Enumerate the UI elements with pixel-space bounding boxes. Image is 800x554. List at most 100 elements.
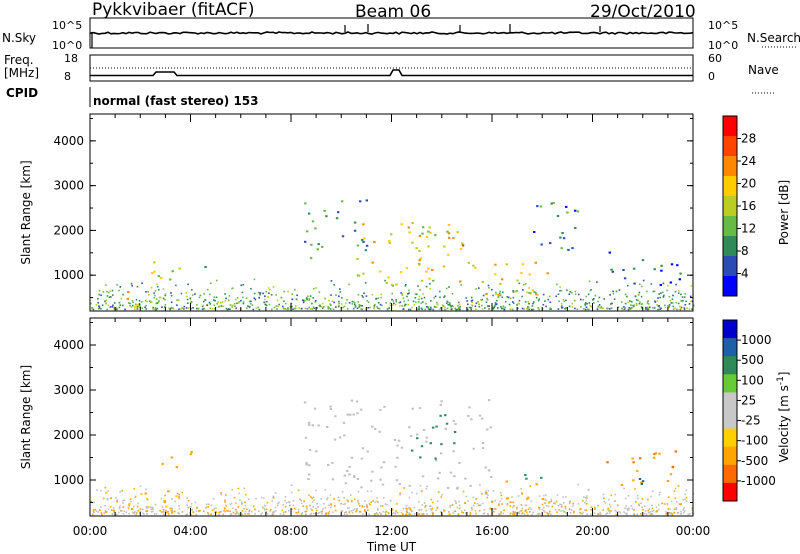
velocity-scatter-cell (418, 407, 422, 410)
velocity-colorbar-tick-label: 25 (741, 393, 756, 407)
power-speckle (405, 303, 407, 306)
power-speckle (327, 307, 330, 310)
velocity-speckle (532, 511, 534, 514)
velocity-scatter-cell (444, 427, 447, 430)
velocity-speckle (330, 506, 332, 509)
power-speckle (502, 305, 505, 307)
velocity-speckle (350, 509, 353, 512)
power-speckle (683, 307, 686, 309)
power-speckle (264, 303, 266, 306)
power-speckle (497, 296, 500, 298)
power-speckle (411, 306, 413, 309)
velocity-speckle (405, 507, 407, 510)
power-speckle (250, 287, 252, 290)
velocity-speckle (469, 513, 472, 515)
power-speckle (485, 301, 488, 303)
velocity-speckle (100, 512, 103, 514)
velocity-speckle (603, 497, 605, 500)
velocity-speckle (524, 504, 527, 507)
velocity-speckle (635, 501, 637, 503)
power-speckle (677, 292, 680, 294)
velocity-speckle (195, 513, 197, 516)
velocity-ytick-label: 1000 (53, 473, 84, 487)
power-speckle (309, 308, 312, 310)
power-speckle (301, 299, 304, 301)
velocity-speckle (327, 513, 330, 515)
velocity-speckle (229, 513, 232, 516)
velocity-speckle (608, 512, 611, 514)
power-speckle (309, 295, 312, 297)
power-speckle (295, 305, 297, 307)
power-speckle (639, 301, 641, 303)
velocity-scatter-cell (175, 466, 178, 469)
velocity-speckle (517, 495, 520, 497)
power-scatter-cell (494, 263, 497, 266)
velocity-speckle (511, 496, 513, 498)
power-speckle (352, 307, 355, 310)
velocity-ylabel: Slant Range [km] (19, 365, 33, 469)
velocity-speckle (245, 493, 247, 496)
velocity-speckle (261, 512, 264, 514)
power-speckle (224, 300, 227, 302)
power-speckle (430, 308, 432, 310)
power-scatter-cell (456, 231, 459, 234)
power-speckle (164, 304, 167, 306)
velocity-speckle (379, 512, 381, 514)
power-scatter-cell (611, 270, 614, 273)
velocity-speckle (602, 493, 605, 496)
power-panel (90, 199, 695, 311)
power-scatter-cell (157, 275, 160, 278)
power-speckle (574, 293, 577, 296)
velocity-speckle (271, 511, 274, 514)
velocity-scatter-cell (478, 414, 482, 417)
velocity-speckle (352, 509, 354, 511)
velocity-speckle (512, 510, 514, 513)
power-speckle (176, 299, 178, 301)
velocity-speckle (113, 511, 115, 513)
freq-label-1: Freq. (4, 53, 34, 67)
velocity-scatter-cell (144, 492, 147, 495)
velocity-speckle (449, 504, 451, 507)
velocity-speckle (500, 513, 502, 515)
velocity-speckle (608, 498, 610, 501)
velocity-speckle (563, 511, 566, 513)
power-scatter-cell (531, 289, 534, 292)
velocity-speckle (516, 508, 518, 510)
velocity-speckle (543, 510, 545, 512)
power-speckle (91, 308, 93, 310)
xtick-label: 00:00 (676, 524, 711, 538)
power-speckle (602, 307, 604, 310)
power-speckle (557, 308, 560, 310)
velocity-speckle (430, 505, 432, 507)
power-speckle (641, 303, 643, 305)
velocity-speckle (429, 505, 431, 508)
velocity-speckle (300, 513, 303, 516)
power-speckle (659, 296, 661, 299)
power-speckle (420, 307, 423, 310)
velocity-speckle (492, 508, 495, 510)
velocity-scatter-cell (379, 478, 382, 481)
velocity-speckle (283, 511, 285, 514)
power-speckle (108, 296, 111, 298)
power-scatter-cell (153, 270, 156, 273)
nsky-trace (89, 31, 694, 35)
power-speckle (470, 307, 472, 309)
velocity-speckle (174, 500, 177, 503)
power-speckle (109, 306, 112, 308)
velocity-speckle (633, 509, 635, 511)
power-colorbar-segment (723, 196, 737, 217)
power-speckle (221, 301, 224, 303)
power-speckle (440, 307, 442, 309)
power-speckle (560, 289, 563, 292)
velocity-speckle (246, 513, 249, 515)
velocity-speckle (364, 510, 366, 513)
power-speckle (633, 305, 635, 308)
velocity-speckle (589, 513, 592, 515)
power-speckle (141, 307, 143, 310)
velocity-speckle (237, 512, 239, 514)
power-scatter-cell (335, 217, 339, 220)
velocity-speckle (464, 502, 466, 504)
velocity-speckle (469, 511, 472, 514)
power-scatter-cell (559, 236, 562, 239)
velocity-colorbar-segment (723, 392, 737, 411)
